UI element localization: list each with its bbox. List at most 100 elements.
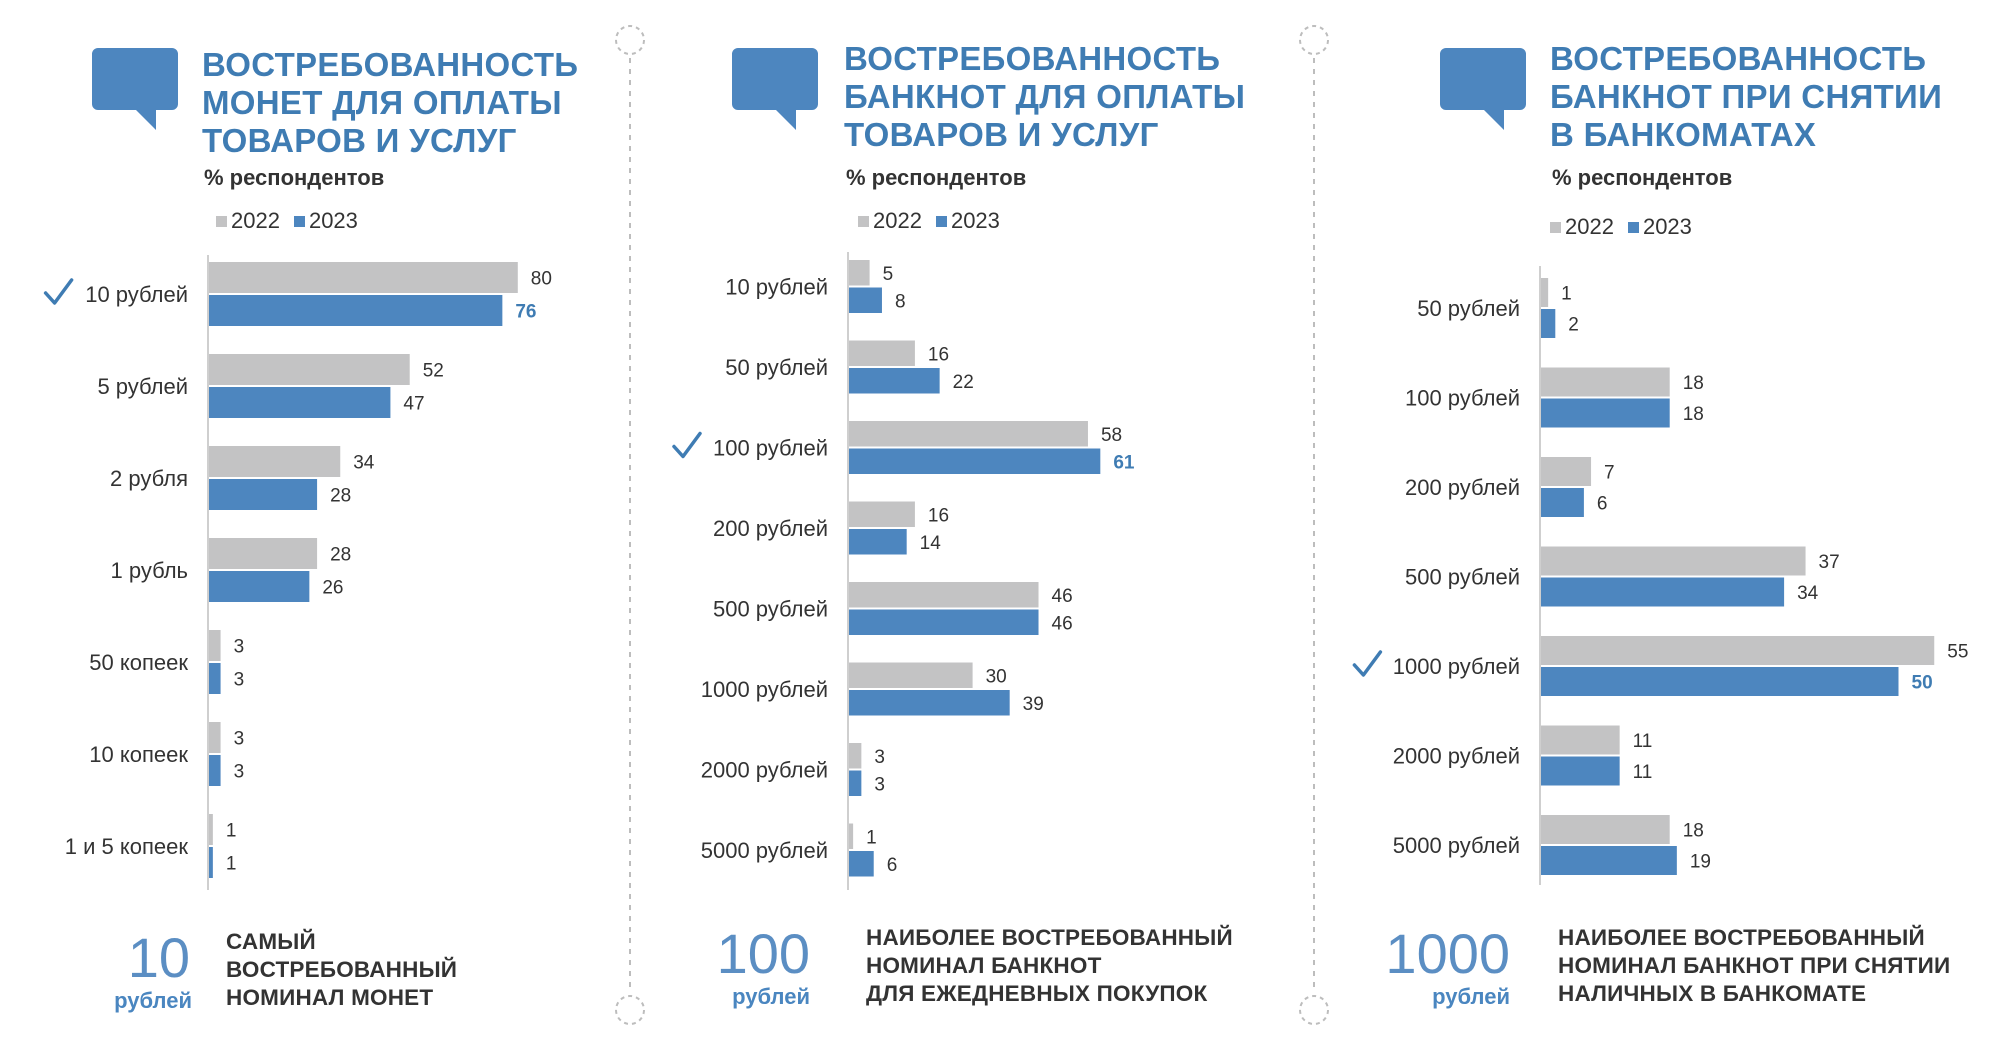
category-label: 1000 рублей	[1393, 654, 1520, 679]
legend-swatch-2022	[216, 215, 227, 227]
chart-legend: 2022 2023	[1550, 214, 1706, 240]
bar-2022	[1541, 546, 1806, 576]
legend-swatch-2022	[1550, 221, 1561, 233]
bar-2022	[209, 262, 518, 293]
data-label-2022: 28	[330, 545, 351, 566]
data-label-2022: 7	[1604, 463, 1615, 484]
highlight-description: НАИБОЛЕЕ ВОСТРЕБОВАННЫЙ НОМИНАЛ БАНКНОТ …	[866, 925, 1233, 1006]
chart-legend: 2022 2023	[858, 208, 1014, 234]
category-label: 100 рублей	[713, 436, 828, 461]
bar-2022	[209, 538, 318, 569]
bar-2022	[1541, 725, 1620, 755]
data-label-2023: 61	[1113, 452, 1135, 473]
bar-2022	[209, 722, 221, 753]
highlight-value: 100	[716, 922, 810, 985]
panel-banknotes-atm: ВОСТРЕБОВАННОСТЬ БАНКНОТ ПРИ СНЯТИИ В БА…	[1340, 0, 2000, 1041]
bar-2023	[209, 663, 221, 694]
data-label-2022: 18	[1683, 373, 1704, 394]
data-label-2022: 1	[866, 827, 877, 848]
category-label: 5 рублей	[97, 374, 188, 399]
category-label: 200 рублей	[713, 516, 828, 541]
bar-2023	[209, 571, 310, 602]
highlight-description: САМЫЙ ВОСТРЕБОВАННЫЙ НОМИНАЛ МОНЕТ	[226, 929, 458, 1010]
category-label: 50 рублей	[725, 355, 828, 380]
bar-2022	[209, 446, 341, 477]
bar-2023	[849, 287, 882, 313]
highlight-value: 10	[127, 926, 190, 989]
category-label: 2000 рублей	[701, 758, 828, 783]
checkmark-icon	[672, 431, 702, 459]
data-label-2022: 52	[423, 361, 444, 382]
highlight-unit: рублей	[1432, 984, 1510, 1009]
bar-2023	[209, 479, 318, 510]
bar-2023	[209, 387, 391, 418]
bar-2022	[849, 582, 1039, 608]
data-label-2022: 80	[531, 269, 552, 290]
panel-divider	[615, 25, 645, 1025]
bar-2023	[1541, 577, 1785, 607]
highlight-value: 1000	[1385, 922, 1510, 985]
data-label-2023: 1	[226, 854, 237, 875]
data-label-2023: 6	[887, 855, 898, 876]
bar-2023	[1541, 667, 1899, 696]
data-label-2023: 26	[322, 578, 343, 599]
data-label-2022: 3	[874, 747, 885, 768]
legend-label-2022: 2022	[231, 208, 280, 233]
panel-coins: ВОСТРЕБОВАННОСТЬ МОНЕТ ДЛЯ ОПЛАТЫ ТОВАРО…	[0, 0, 620, 1041]
bar-2023	[849, 529, 907, 555]
data-label-2023: 14	[920, 533, 942, 554]
bar-2022	[1541, 636, 1935, 665]
category-label: 5000 рублей	[1393, 833, 1520, 858]
legend-swatch-2023	[293, 215, 305, 227]
data-label-2023: 11	[1633, 762, 1653, 783]
highlight-unit: рублей	[114, 988, 192, 1013]
chart-title: ВОСТРЕБОВАННОСТЬ БАНКНОТ ПРИ СНЯТИИ В БА…	[1550, 40, 1943, 153]
chart-subtitle: % респондентов	[1552, 165, 1733, 190]
category-label: 1000 рублей	[701, 677, 828, 702]
bar-2022	[849, 823, 854, 849]
panel-banknotes-payment: ВОСТРЕБОВАННОСТЬ БАНКНОТ ДЛЯ ОПЛАТЫ ТОВА…	[640, 0, 1300, 1041]
legend-label-2023: 2023	[308, 208, 358, 233]
chart-title: ВОСТРЕБОВАННОСТЬ МОНЕТ ДЛЯ ОПЛАТЫ ТОВАРО…	[202, 46, 579, 159]
data-label-2023: 3	[874, 774, 885, 795]
data-label-2023: 50	[1912, 673, 1933, 694]
legend-label-2022: 2022	[873, 208, 922, 233]
data-label-2023: 18	[1683, 404, 1704, 425]
speech-bubble-icon	[92, 48, 178, 130]
data-label-2022: 11	[1633, 731, 1653, 752]
data-label-2023: 8	[895, 291, 906, 312]
legend-swatch-2022	[858, 215, 869, 227]
data-label-2022: 37	[1819, 552, 1840, 573]
data-label-2022: 1	[226, 821, 237, 842]
bar-2022	[1541, 367, 1670, 397]
data-label-2022: 16	[928, 344, 949, 365]
bar-2023	[849, 851, 874, 877]
category-label: 1 и 5 копеек	[65, 834, 189, 859]
bar-2023	[849, 770, 862, 796]
bar-2023	[209, 755, 221, 786]
bar-chart-banknotes-atm: 1 2 50 рублей 18 18 100 рублей 7 6 200 рублей 373…	[1352, 266, 1968, 885]
data-label-2023: 34	[1797, 583, 1819, 604]
category-label: 2 рубля	[110, 466, 188, 491]
bar-2022	[1541, 815, 1670, 844]
data-label-2023: 28	[330, 486, 351, 507]
legend-label-2023: 2023	[1642, 214, 1692, 239]
category-label: 10 рублей	[85, 282, 188, 307]
bar-2023	[1541, 846, 1677, 875]
bar-2022	[849, 662, 973, 688]
data-label-2022: 30	[986, 666, 1007, 687]
data-label-2022: 58	[1101, 425, 1122, 446]
chart-legend: 2022 2023	[216, 208, 372, 234]
bar-2022	[1541, 278, 1549, 307]
bar-2022	[209, 814, 213, 845]
category-label: 50 рублей	[1417, 296, 1520, 321]
bar-2023	[1541, 756, 1620, 786]
chart-title: ВОСТРЕБОВАННОСТЬ БАНКНОТ ДЛЯ ОПЛАТЫ ТОВА…	[844, 40, 1246, 153]
bar-2023	[849, 609, 1039, 635]
bar-2023	[209, 847, 213, 878]
panel-divider	[1299, 25, 1329, 1025]
speech-bubble-icon	[732, 48, 818, 130]
speech-bubble-icon	[1440, 48, 1526, 130]
data-label-2022: 55	[1947, 642, 1968, 663]
data-label-2023: 2	[1568, 315, 1579, 336]
